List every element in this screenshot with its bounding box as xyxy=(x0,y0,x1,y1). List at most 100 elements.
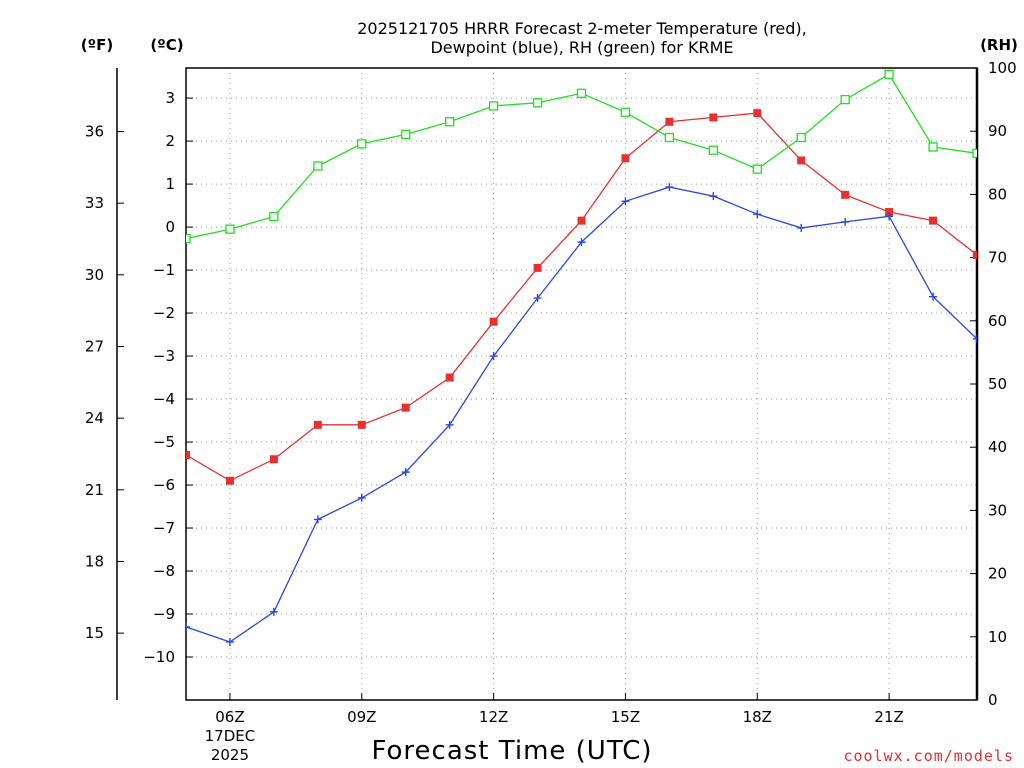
dewpoint-line xyxy=(186,186,977,643)
temperature-point xyxy=(489,317,498,326)
rh-tick-label: 40 xyxy=(988,438,1007,456)
dewpoint-point xyxy=(797,223,806,232)
rh-point xyxy=(445,117,455,127)
temperature-point xyxy=(225,476,234,485)
celsius-tick-label: −9 xyxy=(153,605,175,623)
temperature-point xyxy=(665,117,674,126)
temperature-point xyxy=(621,154,630,163)
rh-point xyxy=(620,107,631,117)
celsius-tick-label: −6 xyxy=(153,476,175,494)
axis-ticks: 3210−1−2−3−4−5−6−7−8−9−10363330272421181… xyxy=(85,59,1017,764)
year-tick-label: 2025 xyxy=(211,746,249,764)
celsius-unit-label: (ºC) xyxy=(150,36,183,54)
x-axis-label: Forecast Time (UTC) xyxy=(371,736,652,766)
rh-line xyxy=(186,73,977,240)
dewpoint-point xyxy=(973,334,977,343)
fahrenheit-tick-label: 27 xyxy=(85,338,104,356)
date-tick-label: 17DEC xyxy=(205,727,256,745)
temperature-point xyxy=(269,455,278,464)
fahrenheit-tick-label: 18 xyxy=(85,552,104,570)
dewpoint-point xyxy=(665,183,674,192)
rh-point xyxy=(357,139,367,149)
celsius-tick-label: 3 xyxy=(165,89,175,107)
temperature-point xyxy=(357,420,366,429)
rh-tick-label: 20 xyxy=(988,565,1007,583)
rh-tick-label: 60 xyxy=(988,312,1007,330)
time-tick-label: 21Z xyxy=(874,708,903,726)
time-tick-label: 18Z xyxy=(743,708,772,726)
time-tick-label: 09Z xyxy=(347,708,376,726)
celsius-tick-label: 1 xyxy=(165,175,175,193)
dewpoint-point xyxy=(885,212,894,221)
rh-point xyxy=(972,148,977,158)
celsius-tick-label: −1 xyxy=(153,261,175,279)
rh-unit-label: (RH) xyxy=(980,36,1018,54)
rh-tick-label: 70 xyxy=(988,249,1007,267)
credit-text: coolwx.com/models xyxy=(843,747,1014,765)
chart-title-line1: 2025121705 HRRR Forecast 2-meter Tempera… xyxy=(357,19,807,38)
celsius-tick-label: 0 xyxy=(165,218,175,236)
time-tick-label: 12Z xyxy=(479,708,508,726)
celsius-tick-label: −2 xyxy=(153,304,175,322)
rh-point xyxy=(796,132,806,143)
rh-point xyxy=(488,101,499,111)
rh-point xyxy=(664,132,675,143)
plot-frame xyxy=(185,67,978,701)
data-series xyxy=(186,69,977,646)
temperature-point xyxy=(313,420,322,429)
celsius-tick-label: −5 xyxy=(153,433,175,451)
rh-point xyxy=(532,98,543,108)
temperature-point xyxy=(973,251,977,260)
gridlines xyxy=(186,68,977,700)
rh-point xyxy=(708,145,718,155)
dewpoint-point xyxy=(621,197,630,206)
rh-tick-label: 0 xyxy=(988,691,998,709)
dewpoint-point xyxy=(489,352,498,361)
temperature-point xyxy=(797,156,806,165)
temperature-point xyxy=(753,109,762,118)
dewpoint-point xyxy=(225,637,234,646)
dewpoint-point xyxy=(186,622,190,631)
temperature-series xyxy=(186,109,977,485)
dewpoint-series xyxy=(186,183,977,646)
dewpoint-point xyxy=(577,238,586,247)
temperature-point xyxy=(186,450,190,459)
rh-point xyxy=(313,161,323,171)
dewpoint-point xyxy=(841,217,850,226)
fahrenheit-tick-label: 15 xyxy=(85,624,104,642)
celsius-tick-label: −4 xyxy=(153,390,175,408)
rh-tick-label: 90 xyxy=(988,122,1007,140)
dewpoint-point xyxy=(357,493,366,502)
temperature-point xyxy=(709,113,718,122)
celsius-tick-label: −3 xyxy=(153,347,175,365)
temperature-point xyxy=(885,208,894,217)
rh-point xyxy=(225,224,235,234)
dewpoint-point xyxy=(313,515,322,524)
chart-title-line2: Dewpoint (blue), RH (green) for KRME xyxy=(430,38,733,57)
rh-point xyxy=(269,211,279,222)
temperature-point xyxy=(445,373,454,382)
temperature-point xyxy=(929,216,938,225)
fahrenheit-tick-label: 33 xyxy=(85,194,104,212)
rh-point xyxy=(884,69,894,79)
celsius-tick-label: 2 xyxy=(165,132,175,150)
temperature-point xyxy=(401,403,410,412)
rh-tick-label: 80 xyxy=(988,185,1007,203)
rh-point xyxy=(401,129,411,140)
temperature-line xyxy=(186,112,977,482)
temperature-point xyxy=(577,216,586,225)
rh-tick-label: 50 xyxy=(988,375,1007,393)
rh-point xyxy=(840,94,850,105)
celsius-tick-label: −10 xyxy=(143,648,175,666)
rh-point xyxy=(576,88,587,98)
rh-tick-label: 30 xyxy=(988,501,1007,519)
rh-tick-label: 10 xyxy=(988,628,1007,646)
fahrenheit-tick-label: 36 xyxy=(85,123,104,141)
celsius-tick-label: −7 xyxy=(153,519,175,537)
dewpoint-point xyxy=(929,292,938,301)
rh-tick-label: 100 xyxy=(988,59,1017,77)
fahrenheit-tick-label: 24 xyxy=(85,409,104,427)
temperature-point xyxy=(533,263,542,272)
dewpoint-point xyxy=(401,468,410,477)
rh-point xyxy=(928,142,938,152)
